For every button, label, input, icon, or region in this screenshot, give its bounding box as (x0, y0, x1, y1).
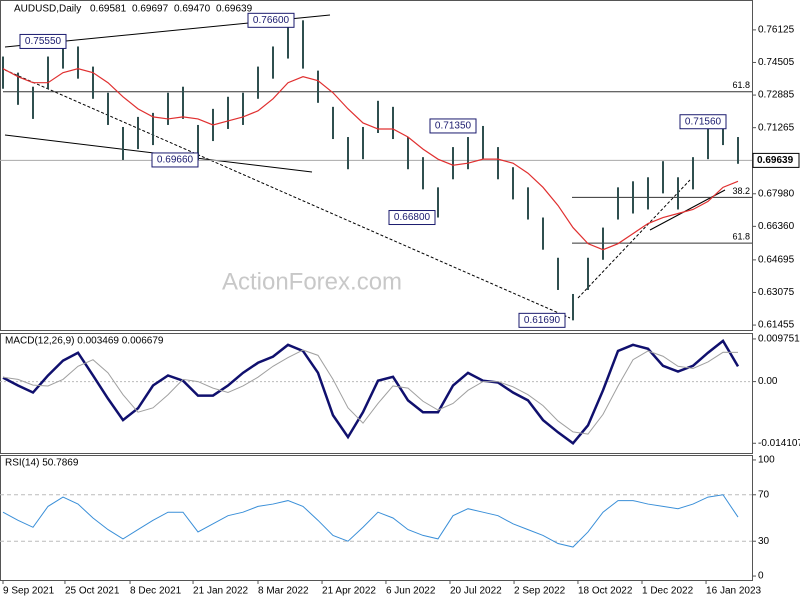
y-tick-label: 0.61455 (758, 320, 795, 331)
indicator-line (2, 349, 739, 435)
y-tick-label: -0.014107 (758, 438, 800, 449)
x-tick-label: 6 Jun 2022 (386, 586, 436, 597)
quote-value: 0.69470 (174, 4, 211, 15)
price-annotation-box (518, 312, 566, 328)
macd-frame (0, 333, 753, 454)
price-annotation: 0.71350 (435, 121, 472, 132)
moving-average (2, 67, 739, 251)
price-annotation-box (679, 114, 727, 130)
price-annotation: 0.76600 (253, 15, 290, 26)
fib-label: 38.2 (732, 186, 750, 196)
price-annotation-box (388, 210, 436, 226)
x-tick-label: 8 Dec 2021 (130, 586, 182, 597)
indicator-line (2, 494, 739, 548)
y-tick-label: 0.66360 (758, 221, 795, 232)
y-tick-label: 70 (758, 489, 770, 500)
watermark: ActionForex.com (222, 268, 402, 295)
y-tick-label: 0.63075 (758, 287, 795, 298)
price-annotation: 0.75550 (25, 36, 62, 47)
price-annotation: 0.61690 (524, 315, 561, 326)
y-tick-label: 0.64695 (758, 255, 795, 266)
y-tick-label: 30 (758, 536, 770, 547)
x-tick-label: 25 Oct 2021 (65, 586, 120, 597)
price-annotation-box (151, 152, 199, 168)
x-tick-label: 18 Oct 2022 (578, 586, 633, 597)
x-tick-label: 1 Dec 2022 (642, 586, 694, 597)
x-tick-label: 2 Sep 2022 (514, 586, 566, 597)
price-annotation: 0.69660 (157, 155, 194, 166)
y-tick-label: 0.72885 (758, 90, 795, 101)
panel-title: MACD(12,26,9) 0.003469 0.006679 (5, 336, 164, 347)
y-tick-label: 0.00 (758, 376, 778, 387)
y-tick-label: 0.74505 (758, 57, 795, 68)
panel-title: RSI(14) 50.7869 (5, 458, 79, 469)
x-tick-label: 16 Jan 2023 (706, 586, 761, 597)
price-annotation-box (247, 12, 295, 28)
y-tick-label: 100 (758, 455, 775, 466)
y-tick-label: 0.71265 (758, 122, 795, 133)
x-tick-label: 21 Apr 2022 (322, 586, 376, 597)
x-tick-label: 20 Jul 2022 (450, 586, 502, 597)
fib-label: 61.8 (732, 231, 750, 241)
last-price-box (752, 152, 800, 168)
fib-label: 61.8 (732, 80, 750, 90)
rsi-frame (0, 455, 753, 581)
y-tick-label: 0.76125 (758, 25, 795, 36)
chart-title: AUDUSD,Daily (14, 4, 81, 15)
y-tick-label: 0.009751 (758, 334, 800, 345)
price-annotation-box (19, 33, 67, 49)
price-annotation: 0.66800 (394, 212, 431, 223)
price-annotation-box (429, 118, 477, 134)
trendline (577, 179, 691, 299)
quote-value: 0.69581 (90, 4, 127, 15)
x-tick-label: 9 Sep 2021 (3, 586, 55, 597)
y-tick-label: 0.67980 (758, 188, 795, 199)
quote-value: 0.69697 (132, 4, 169, 15)
quote-value: 0.69639 (216, 4, 253, 15)
trendline (4, 69, 571, 319)
price-annotation: 0.71560 (685, 116, 722, 127)
last-price-label: 0.69639 (757, 155, 794, 166)
x-tick-label: 8 Mar 2022 (258, 586, 309, 597)
x-tick-label: 21 Jan 2022 (193, 586, 248, 597)
indicator-line (2, 339, 740, 445)
y-tick-label: 0 (758, 571, 764, 582)
